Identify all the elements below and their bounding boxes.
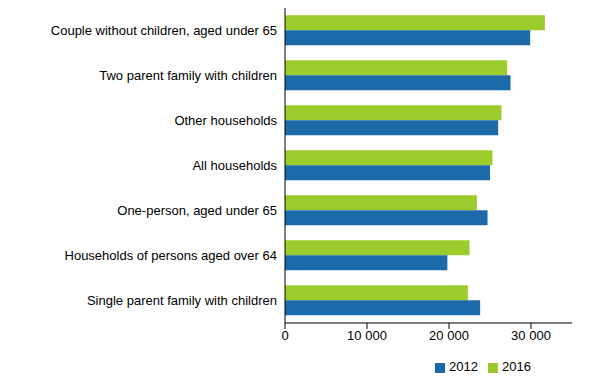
svg-text:20 000: 20 000: [429, 328, 469, 343]
svg-text:10 000: 10 000: [347, 328, 387, 343]
svg-text:30 000: 30 000: [511, 328, 551, 343]
svg-text:0: 0: [281, 328, 288, 343]
svg-text:Couple without children, aged: Couple without children, aged under 65: [51, 23, 277, 38]
svg-text:Two parent family with childre: Two parent family with children: [99, 68, 277, 83]
svg-text:Other households: Other households: [174, 113, 277, 128]
svg-text:One-person, aged under 65: One-person, aged under 65: [117, 203, 277, 218]
html-text:2012: 2012: [449, 359, 478, 374]
svg-text:All households: All households: [192, 158, 277, 173]
svg-text:Single parent family with chil: Single parent family with children: [87, 293, 277, 308]
svg-text:Households of persons aged ove: Households of persons aged over 64: [65, 248, 277, 263]
html-text:2016: 2016: [502, 359, 531, 374]
